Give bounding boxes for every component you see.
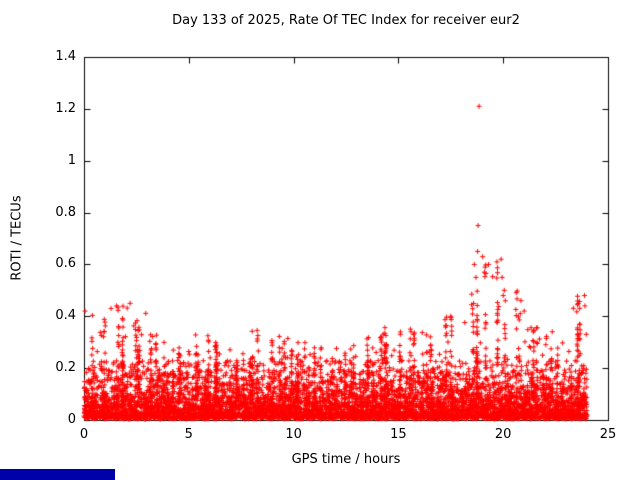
x-tick-label: 25 [599,427,617,442]
y-tick-label: 1 [67,152,76,168]
y-axis-label: ROTI / TECUs [9,195,25,281]
y-tick-label: 1.2 [55,100,76,116]
x-tick-label: 0 [79,427,89,442]
y-tick-label: 0.4 [55,308,76,324]
chart-title: Day 133 of 2025, Rate Of TEC Index for r… [172,13,520,28]
footer-logo-bar [0,469,115,480]
x-tick-label: 10 [285,427,302,442]
x-tick-label: 20 [494,427,512,442]
x-tick-label: 5 [184,427,193,442]
x-axis-label: GPS time / hours [291,452,401,467]
y-tick-label: 0.2 [55,360,76,376]
y-tick-label: 0.6 [55,256,76,272]
y-tick-label: 0 [67,412,76,427]
y-tick-label: 0.8 [55,204,76,220]
x-tick-label: 15 [390,427,407,442]
y-tick-label: 1.4 [55,49,76,64]
